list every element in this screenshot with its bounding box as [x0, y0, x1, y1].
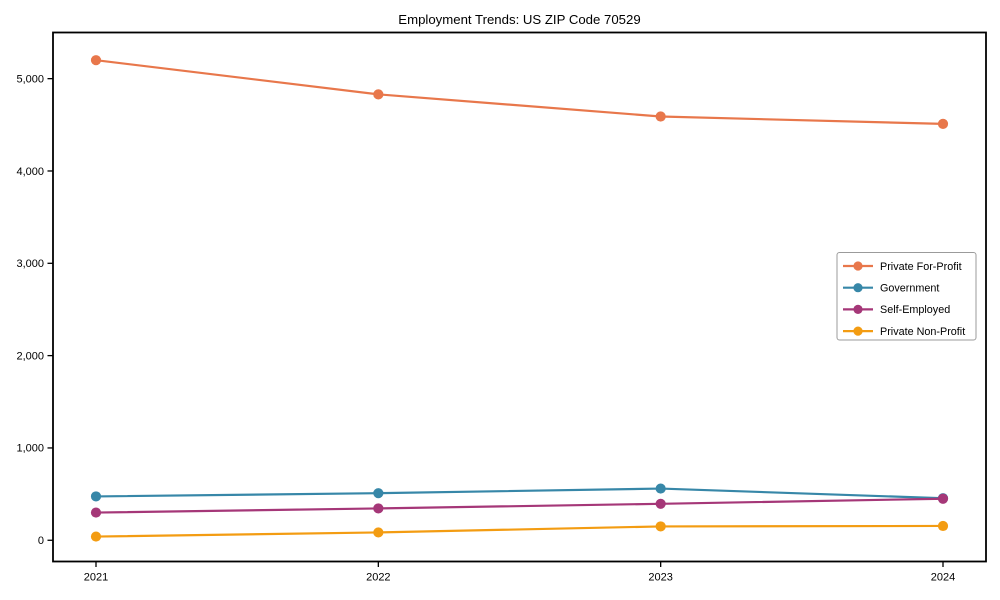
series-marker-private-for-profit [655, 111, 666, 122]
legend-label: Government [880, 283, 939, 295]
series-marker-private-for-profit [90, 55, 102, 66]
series-line-private-non-profit [95, 524, 944, 538]
series-line-private-for-profit [95, 59, 944, 125]
x-axis-tick-label: 2022 [366, 572, 390, 584]
legend-item-self-employed: Self-Employed [843, 304, 950, 316]
series-marker-private-non-profit [373, 527, 384, 538]
series-marker-government [373, 488, 384, 499]
series-marker-self-employed [90, 507, 102, 518]
chart-title: Employment Trends: US ZIP Code 70529 [398, 12, 640, 27]
y-axis-tick-label: 3,000 [16, 258, 44, 270]
legend-sample-marker [853, 261, 863, 271]
series-marker-government [655, 483, 666, 494]
series-line-government [95, 487, 944, 500]
x-axis-tick-label: 2023 [648, 572, 672, 584]
legend-item-private-non-profit: Private Non-Profit [843, 326, 965, 338]
legend-item-government: Government [843, 283, 939, 295]
series-marker-self-employed [655, 498, 666, 509]
series-marker-self-employed [373, 503, 384, 514]
series-marker-private-non-profit [655, 521, 666, 532]
plot-frame [52, 31, 987, 563]
legend-label: Private Non-Profit [880, 326, 965, 338]
x-axis-tick-label: 2024 [931, 572, 955, 584]
y-axis-tick-label: 2,000 [16, 350, 44, 362]
legend-label: Self-Employed [880, 304, 950, 316]
y-axis-tick-label: 4,000 [16, 166, 44, 178]
series-marker-private-non-profit [937, 520, 949, 532]
y-axis-tick-label: 5,000 [16, 73, 44, 85]
y-axis-tick-label: 1,000 [16, 443, 44, 455]
series-marker-self-employed [937, 493, 949, 504]
series-marker-private-non-profit [90, 531, 102, 542]
legend-item-private-for-profit: Private For-Profit [843, 261, 962, 273]
legend-box [836, 252, 977, 341]
series-marker-private-for-profit [937, 118, 949, 129]
legend-sample-marker [853, 283, 863, 293]
x-axis-tick-label: 2021 [84, 572, 108, 584]
y-axis-tick-label: 0 [38, 535, 44, 547]
legend-sample-marker [853, 326, 863, 336]
series-line-self-employed [95, 497, 944, 514]
legend-label: Private For-Profit [880, 261, 962, 273]
series-marker-government [90, 491, 102, 502]
legend-sample-marker [853, 304, 863, 314]
series-marker-private-for-profit [373, 89, 384, 100]
